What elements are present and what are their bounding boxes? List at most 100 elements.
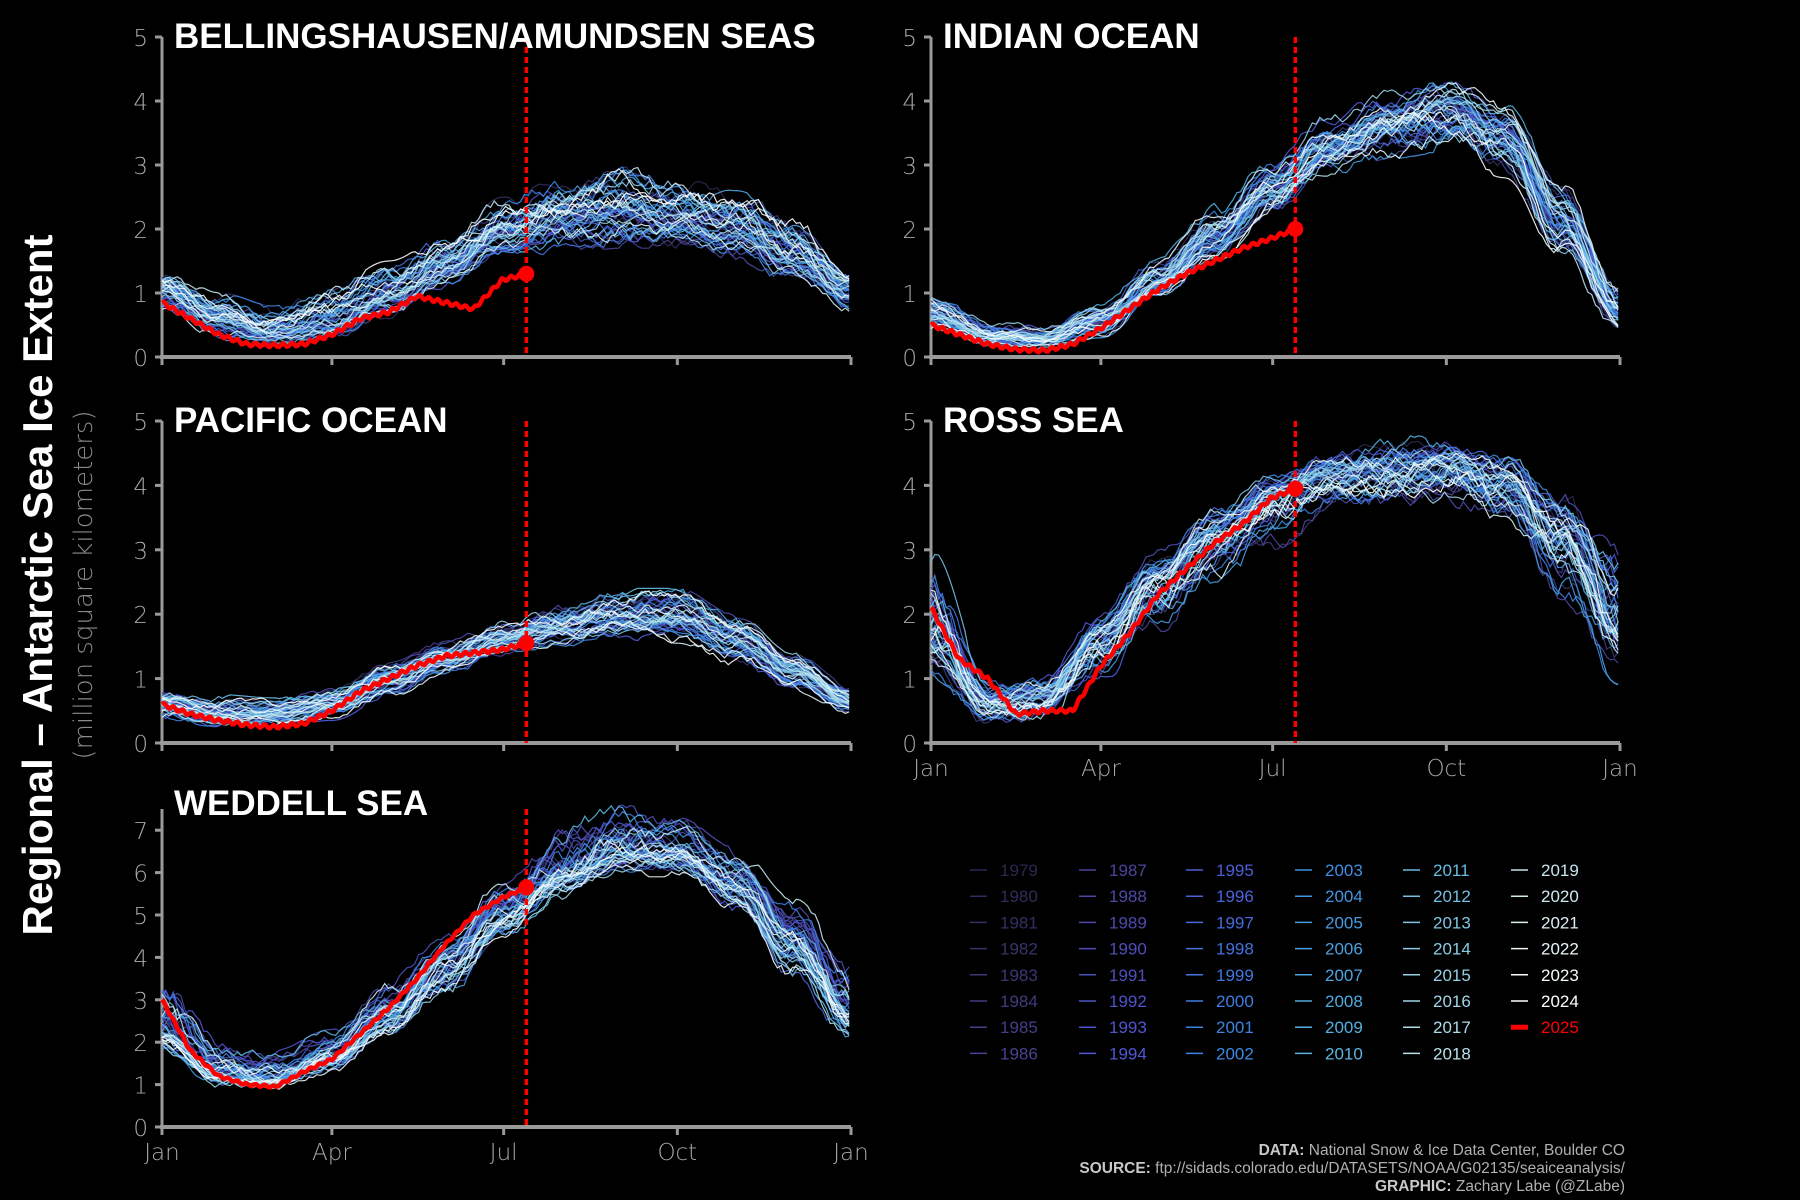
legend-item-2025: 2025 [1511,1018,1579,1037]
panel-ross-sea: 0 1 2 3 4 5 Jan Apr Jul Oct Jan ROSS SEA [902,401,1637,782]
year-line-2025 [161,271,528,350]
year-line-2007 [161,174,850,320]
legend-label: 2005 [1325,913,1363,932]
footer-data: DATA: National Snow & Ice Data Center, B… [1259,1142,1625,1159]
year-line-2009 [161,610,850,719]
legend-item-2023: 2023 [1511,966,1579,985]
legend-label: 1990 [1109,940,1147,959]
y-tick-label: 4 [902,90,917,116]
year-line-2015 [930,85,1619,331]
legend-item-1994: 1994 [1079,1044,1147,1063]
year-line-2024 [161,191,850,326]
legend-item-2024: 2024 [1511,992,1579,1011]
year-line-2015 [161,589,850,708]
legend-label: 2018 [1433,1044,1471,1063]
y-tick-label: 1 [133,1074,148,1100]
legend-item-2004: 2004 [1295,887,1363,906]
y-tick-label: 4 [133,90,148,116]
legend: 1979 1980 1981 1982 1983 1984 1985 1986 1987 1988… [970,861,1579,1063]
y-axis-units: (million square kilometers) [69,410,99,759]
year-line-2021 [161,196,850,326]
legend-item-1992: 1992 [1079,992,1147,1011]
panel-pacific-ocean: 0 1 2 3 4 5 PACIFIC OCEAN [133,401,853,758]
legend-label: 2014 [1433,940,1471,959]
legend-label: 2021 [1541,913,1579,932]
legend-label: 1991 [1109,966,1147,985]
legend-label: 2012 [1433,887,1471,906]
year-line-2006 [930,103,1619,346]
x-tick-label: Oct [1426,756,1466,782]
x-tick-label: Apr [312,1140,352,1166]
year-line-2025 [160,886,528,1090]
footer-graphic: GRAPHIC: Zachary Labe (@ZLabe) [1375,1178,1625,1195]
legend-item-2001: 2001 [1186,1018,1254,1037]
legend-item-2006: 2006 [1295,940,1363,959]
y-tick-label: 0 [902,732,917,758]
legend-item-1984: 1984 [970,992,1038,1011]
legend-item-2016: 2016 [1403,992,1471,1011]
year-line-1986 [161,230,850,346]
legend-label: 1993 [1109,1018,1147,1037]
year-line-2019 [161,825,850,1079]
year-line-2025 [929,486,1297,718]
legend-item-1991: 1991 [1079,966,1147,985]
panel-title: WEDDELL SEA [174,784,428,823]
current-value-dot [518,879,535,896]
legend-label: 2010 [1325,1044,1363,1063]
year-line-2019 [161,166,850,328]
y-tick-label: 2 [133,218,148,244]
year-line-2025 [160,640,528,731]
footer-source-label: SOURCE: [1079,1160,1150,1177]
year-line-2010 [930,459,1619,708]
legend-item-2020: 2020 [1511,887,1579,906]
y-tick-label: 1 [133,282,148,308]
legend-label: 2000 [1216,992,1254,1011]
legend-item-1999: 1999 [1186,966,1254,985]
legend-item-2013: 2013 [1403,913,1471,932]
legend-label: 2015 [1433,966,1471,985]
year-line-1985 [930,470,1619,711]
legend-label: 1981 [1000,913,1038,932]
year-line-2014 [161,827,850,1074]
year-line-2024 [161,590,850,710]
legend-item-2000: 2000 [1186,992,1254,1011]
legend-label: 1986 [1000,1044,1038,1063]
footer-data-text: National Snow & Ice Data Center, Boulder… [1309,1142,1625,1159]
legend-label: 2008 [1325,992,1363,1011]
current-value-dot [518,635,535,652]
year-line-2020 [930,458,1619,714]
panel-title: BELLINGSHAUSEN/AMUNDSEN SEAS [174,17,816,56]
y-tick-label: 2 [133,1031,148,1057]
x-tick-label: Jan [913,756,948,782]
legend-item-2018: 2018 [1403,1044,1471,1063]
current-value-dot [1287,480,1304,497]
legend-label: 2017 [1433,1018,1471,1037]
year-line-2021 [930,131,1619,348]
legend-item-2007: 2007 [1295,966,1363,985]
current-value-dot [1287,221,1304,237]
y-tick-label: 1 [902,282,917,308]
year-line-2010 [161,804,850,1061]
legend-item-2015: 2015 [1403,966,1471,985]
footer-source-text: ftp://sidads.colorado.edu/DATASETS/NOAA/… [1155,1160,1626,1177]
year-line-2023 [161,838,850,1075]
x-tick-label: Oct [657,1140,697,1166]
y-tick-label: 3 [902,539,917,565]
year-line-2020 [161,849,850,1084]
y-tick-label: 5 [133,904,148,930]
y-tick-label: 3 [133,154,148,180]
legend-label: 1998 [1216,940,1254,959]
legend-label: 1987 [1109,861,1147,880]
y-tick-label: 6 [133,862,148,888]
year-line-2025 [929,227,1297,355]
year-line-2020 [161,604,850,714]
legend-label: 1982 [1000,940,1038,959]
y-tick-label: 0 [133,732,148,758]
legend-label: 2009 [1325,1018,1363,1037]
x-tick-label: Jul [1259,756,1287,782]
year-line-2015 [930,448,1619,699]
y-tick-label: 0 [902,346,917,372]
panel-title: ROSS SEA [943,401,1124,440]
year-line-2019 [161,610,850,719]
